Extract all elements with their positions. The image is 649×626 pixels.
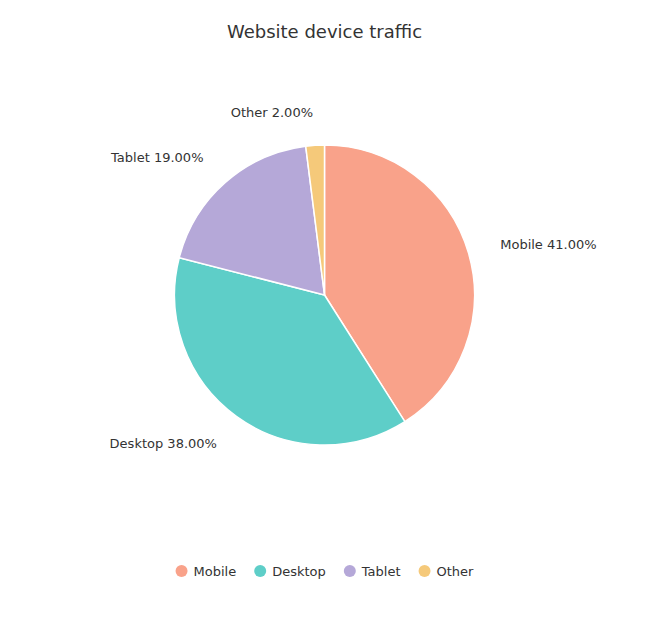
legend: Mobile Desktop Tablet Other xyxy=(176,564,475,579)
legend-swatch xyxy=(254,565,266,577)
legend-swatch xyxy=(419,565,431,577)
data-label: Desktop 38.00% xyxy=(110,436,217,451)
legend-item: Other xyxy=(419,564,475,579)
pie xyxy=(175,145,475,445)
data-label: Tablet 19.00% xyxy=(110,150,203,165)
legend-item: Mobile xyxy=(176,564,237,579)
legend-label: Tablet xyxy=(361,564,401,579)
legend-item: Tablet xyxy=(344,564,401,579)
chart: Website device traffic Mobile 41.00% Deskt… xyxy=(0,0,649,626)
legend-label: Mobile xyxy=(194,564,237,579)
legend-label: Desktop xyxy=(272,564,326,579)
data-label: Mobile 41.00% xyxy=(500,236,596,251)
data-label: Other 2.00% xyxy=(231,105,313,120)
data-labels: Mobile 41.00% Desktop 38.00% Tablet 19.00%… xyxy=(110,105,597,451)
slice xyxy=(306,145,325,295)
legend-swatch xyxy=(344,565,356,577)
legend-item: Desktop xyxy=(254,564,326,579)
legend-label: Other xyxy=(437,564,475,579)
title: Website device traffic xyxy=(227,21,422,42)
slice xyxy=(179,146,324,295)
legend-swatch xyxy=(176,565,188,577)
